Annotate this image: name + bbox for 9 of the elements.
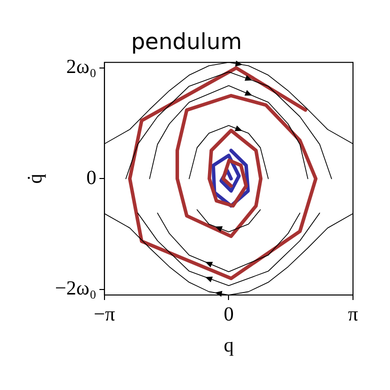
x-tick-label: π	[348, 303, 358, 326]
x-tick-label: −π	[94, 303, 116, 326]
y-axis-title: q̇	[24, 174, 46, 184]
chart-title: pendulum	[131, 30, 242, 55]
y-tick-label: 2ω₀	[66, 56, 96, 78]
y-tick-label: 0	[86, 166, 96, 189]
x-axis-title: q	[224, 334, 234, 356]
y-tick-label: −2ω₀	[54, 278, 96, 300]
x-tick-label: 0	[224, 303, 234, 326]
